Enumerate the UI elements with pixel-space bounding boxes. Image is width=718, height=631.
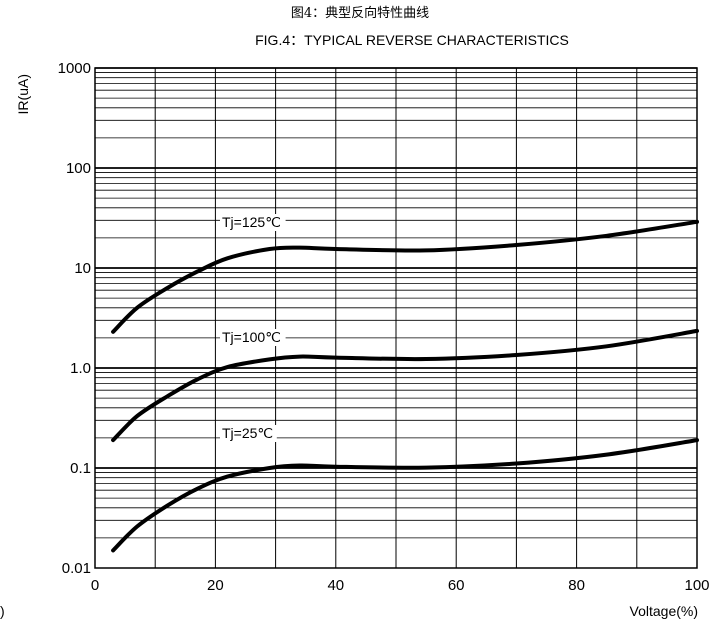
y-axis-ticks: 0.01 0.1 1.0 10 100 1000 — [58, 60, 91, 577]
y-tick-label: 1.0 — [70, 360, 91, 377]
x-axis-ticks: 0 20 40 60 80 100 — [91, 577, 710, 594]
curve-label: Tj=25℃ — [222, 425, 273, 441]
x-tick-label: 100 — [684, 577, 709, 594]
curve-label-bg — [220, 214, 286, 231]
x-tick-label: 40 — [327, 577, 344, 594]
curve-label: Tj=125℃ — [222, 214, 281, 230]
y-tick-label: 1000 — [58, 60, 91, 77]
curve-series-0 — [111, 219, 699, 334]
plot-frame — [94, 67, 698, 569]
curve-labels: Tj=125℃ Tj=100℃ Tj=25℃ — [220, 214, 286, 442]
y-tick-label: 0.1 — [70, 460, 91, 477]
y-tick-label: 0.01 — [62, 560, 91, 577]
curve-label-bg — [220, 425, 277, 442]
x-tick-label: 60 — [448, 577, 465, 594]
chart-title: FIG.4：TYPICAL REVERSE CHARACTERISTICS — [255, 32, 569, 48]
x-tick-label: 20 — [207, 577, 224, 594]
curve-series-1 — [111, 328, 699, 443]
x-tick-label: 0 — [91, 577, 99, 594]
y-tick-label: 100 — [66, 160, 91, 177]
curve-series-2 — [111, 438, 699, 553]
chart-title-chinese: 图4：典型反向特性曲线 — [291, 5, 429, 21]
x-tick-label: 80 — [568, 577, 585, 594]
curves — [111, 219, 699, 553]
footnote-paren: ) — [0, 603, 5, 619]
curve-label-bg — [220, 329, 286, 346]
y-axis-label: IR(uA) — [15, 74, 31, 114]
curve-label: Tj=100℃ — [222, 329, 281, 345]
y-tick-label: 10 — [74, 260, 91, 277]
x-axis-label: Voltage(%) — [630, 603, 698, 619]
